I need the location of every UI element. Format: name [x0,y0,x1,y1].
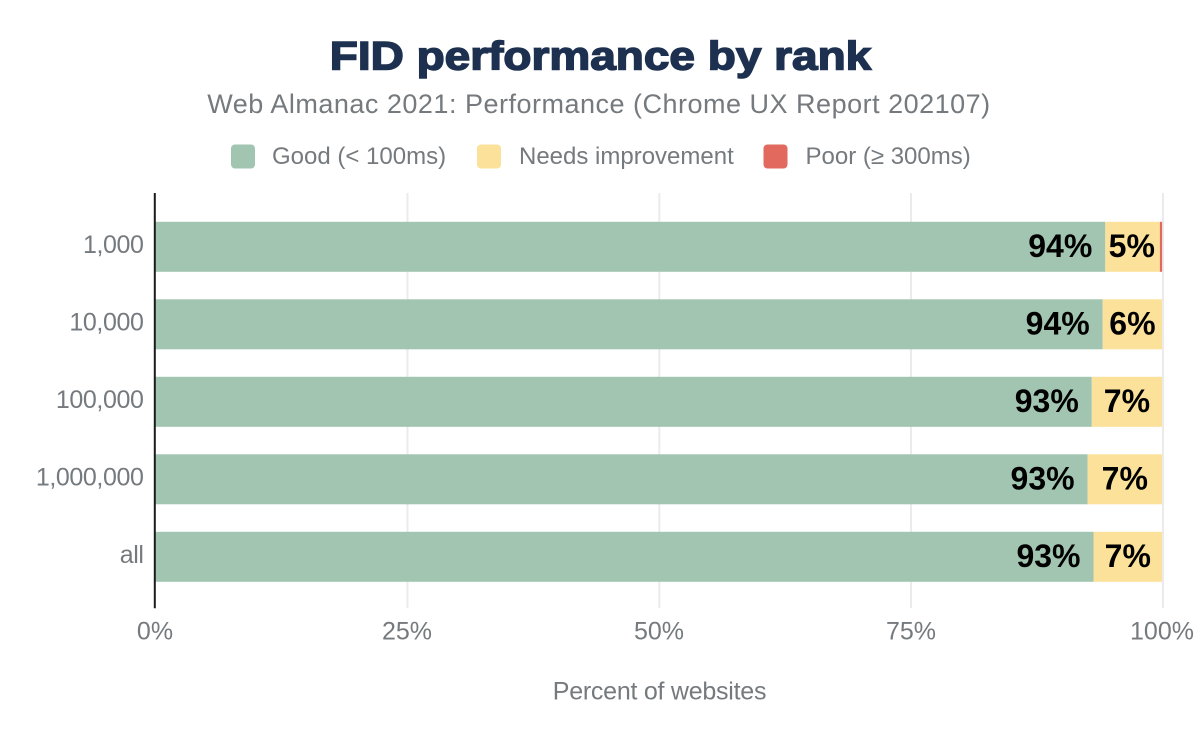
svg-text:94%: 94% [1028,228,1092,264]
svg-text:7%: 7% [1104,383,1150,419]
svg-text:7%: 7% [1105,538,1151,574]
svg-text:6%: 6% [1109,305,1155,341]
svg-text:94%: 94% [1026,305,1090,341]
svg-text:100%: 100% [1130,618,1194,646]
svg-text:7%: 7% [1102,460,1148,496]
svg-text:Web Almanac 2021: Performance: Web Almanac 2021: Performance (Chrome UX… [207,89,990,119]
svg-text:93%: 93% [1011,460,1075,496]
svg-text:Percent of websites: Percent of websites [553,678,766,706]
svg-text:50%: 50% [634,618,684,646]
svg-text:25%: 25% [382,618,432,646]
svg-text:Needs improvement: Needs improvement [519,143,734,170]
svg-text:1,000,000: 1,000,000 [36,463,144,491]
svg-text:Poor (≥ 300ms): Poor (≥ 300ms) [806,143,971,170]
svg-text:all: all [120,541,144,569]
svg-text:100,000: 100,000 [56,386,144,414]
svg-text:0%: 0% [137,618,173,646]
svg-text:Good (< 100ms): Good (< 100ms) [272,143,446,170]
svg-text:93%: 93% [1016,538,1080,574]
svg-text:75%: 75% [886,618,936,646]
svg-text:FID performance by rank: FID performance by rank [330,34,871,79]
svg-text:10,000: 10,000 [69,308,143,336]
svg-text:1,000: 1,000 [83,231,144,259]
svg-text:93%: 93% [1015,383,1079,419]
svg-text:5%: 5% [1109,228,1155,264]
